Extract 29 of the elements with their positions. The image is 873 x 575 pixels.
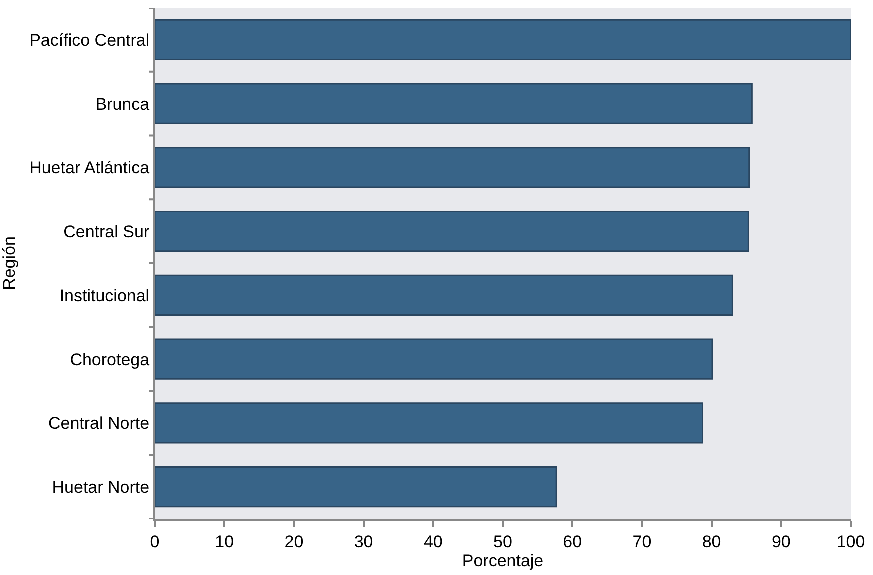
x-tick-label: 90 [772,532,791,552]
x-tick-label: 80 [702,532,722,552]
x-tick-label: 100 [836,532,866,552]
x-tick-label: 50 [494,532,512,552]
bar [155,147,750,188]
y-tick-label: Pacífico Central [30,30,150,50]
bar [155,338,714,380]
y-tick-label: Central Sur [64,222,150,242]
y-axis-title: Región [0,236,19,290]
x-tick-label: 30 [354,532,374,552]
bar [155,83,753,124]
y-tick-label: Huetar Norte [52,478,150,498]
x-tick-label: 40 [424,532,443,552]
bar [155,274,734,316]
y-tick-label: Institucional [60,286,150,306]
x-axis-title: Porcentaje [462,551,544,570]
y-tick-label: Central Norte [48,414,150,434]
y-tick-label: Chorotega [70,350,150,370]
x-tick-label: 0 [150,532,160,552]
x-tick-label: 10 [215,532,234,552]
bar [155,466,558,508]
y-tick-label: Brunca [96,94,150,114]
bar [155,19,851,60]
bar [155,211,750,252]
y-tick-label: Huetar Atlántica [30,158,150,178]
x-tick-label: 20 [284,532,304,552]
x-tick-label: 70 [632,532,652,552]
x-tick-label: 60 [563,532,582,552]
bar [155,402,704,444]
